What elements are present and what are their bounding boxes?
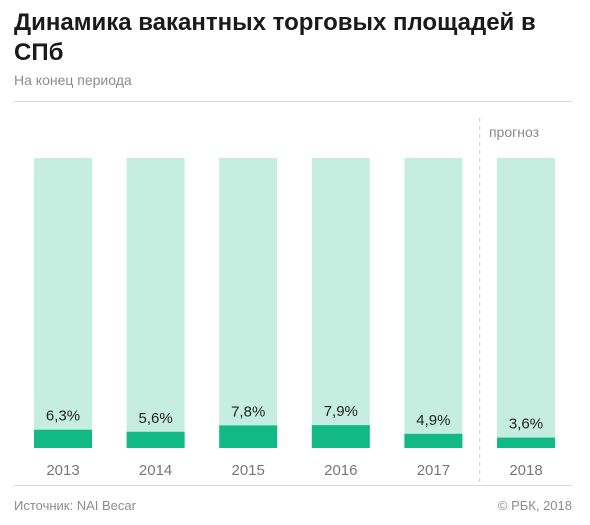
bar-2013-value bbox=[34, 429, 92, 448]
bar-2017-value bbox=[404, 433, 463, 448]
data-label-2018: 3,6% bbox=[509, 416, 543, 433]
copyright-note: © РБК, 2018 bbox=[497, 498, 572, 513]
bar-2016-value bbox=[311, 425, 370, 448]
bar-2014-background bbox=[126, 158, 185, 448]
chart-subtitle: На конец периода bbox=[14, 72, 132, 88]
bar-2017-background bbox=[404, 158, 463, 448]
bar-2015-background bbox=[219, 158, 278, 448]
bar-2016-background bbox=[311, 158, 370, 448]
top-divider bbox=[14, 101, 572, 102]
bar-2018-background bbox=[497, 158, 555, 448]
x-tick-label-2015: 2015 bbox=[232, 462, 265, 479]
bar-2014-value bbox=[126, 431, 185, 448]
data-label-2013: 6,3% bbox=[46, 408, 80, 425]
data-label-2014: 5,6% bbox=[138, 410, 172, 427]
data-label-2016: 7,9% bbox=[324, 403, 358, 420]
bar-2013-background bbox=[34, 158, 92, 448]
x-tick-label-2014: 2014 bbox=[139, 462, 172, 479]
source-note: Источник: NAI Becar bbox=[14, 498, 136, 513]
bar-2015-value bbox=[219, 425, 278, 448]
forecast-label: прогноз bbox=[489, 124, 539, 140]
x-tick-label-2018: 2018 bbox=[509, 462, 542, 479]
x-tick-label-2017: 2017 bbox=[417, 462, 450, 479]
data-label-2015: 7,8% bbox=[231, 403, 265, 420]
x-tick-label-2016: 2016 bbox=[324, 462, 357, 479]
chart-title: Динамика вакантных торговых площадей в С… bbox=[14, 9, 536, 66]
data-label-2017: 4,9% bbox=[416, 412, 450, 429]
bar-chart: 6,3% 2013 5,6% 2014 7,8% 2015 7,9% 2016 4,9% 2017… bbox=[34, 118, 555, 482]
x-tick-label-2013: 2013 bbox=[46, 462, 79, 479]
bottom-divider bbox=[14, 485, 572, 486]
bar-2018-value bbox=[497, 437, 555, 448]
